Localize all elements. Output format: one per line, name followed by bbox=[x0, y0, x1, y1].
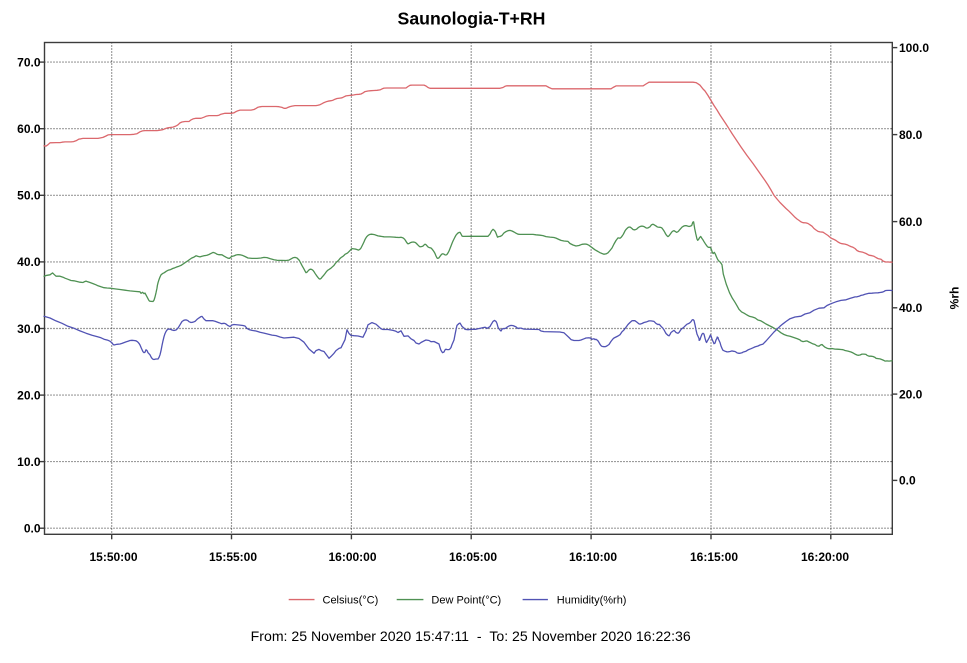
svg-text:80.0: 80.0 bbox=[899, 128, 923, 142]
svg-text:50.0: 50.0 bbox=[17, 189, 41, 203]
svg-text:30.0: 30.0 bbox=[17, 322, 41, 336]
svg-text:15:55:00: 15:55:00 bbox=[209, 550, 257, 564]
svg-text:%rh: %rh bbox=[948, 287, 962, 310]
svg-text:16:00:00: 16:00:00 bbox=[328, 550, 376, 564]
svg-text:20.0: 20.0 bbox=[17, 388, 41, 402]
svg-text:16:05:00: 16:05:00 bbox=[449, 550, 497, 564]
svg-text:0.0: 0.0 bbox=[899, 474, 916, 488]
svg-text:40.0: 40.0 bbox=[899, 301, 923, 315]
svg-text:15:50:00: 15:50:00 bbox=[89, 550, 137, 564]
svg-text:70.0: 70.0 bbox=[17, 55, 41, 69]
svg-text:Celsius(°C): Celsius(°C) bbox=[323, 594, 379, 606]
svg-text:16:20:00: 16:20:00 bbox=[801, 550, 849, 564]
svg-text:Saunologia-T+RH: Saunologia-T+RH bbox=[398, 9, 546, 29]
svg-text:60.0: 60.0 bbox=[899, 215, 923, 229]
svg-text:Humidity(%rh): Humidity(%rh) bbox=[557, 594, 627, 606]
svg-text:From: 25 November 2020 15:47:1: From: 25 November 2020 15:47:11 - To: 25… bbox=[251, 628, 691, 644]
svg-text:0.0: 0.0 bbox=[24, 522, 41, 536]
svg-text:100.0: 100.0 bbox=[899, 41, 929, 55]
svg-text:Dew Point(°C): Dew Point(°C) bbox=[431, 594, 501, 606]
svg-text:16:15:00: 16:15:00 bbox=[690, 550, 738, 564]
svg-text:20.0: 20.0 bbox=[899, 387, 923, 401]
svg-text:60.0: 60.0 bbox=[17, 122, 41, 136]
svg-text:16:10:00: 16:10:00 bbox=[569, 550, 617, 564]
svg-text:10.0: 10.0 bbox=[17, 455, 41, 469]
svg-text:40.0: 40.0 bbox=[17, 255, 41, 269]
